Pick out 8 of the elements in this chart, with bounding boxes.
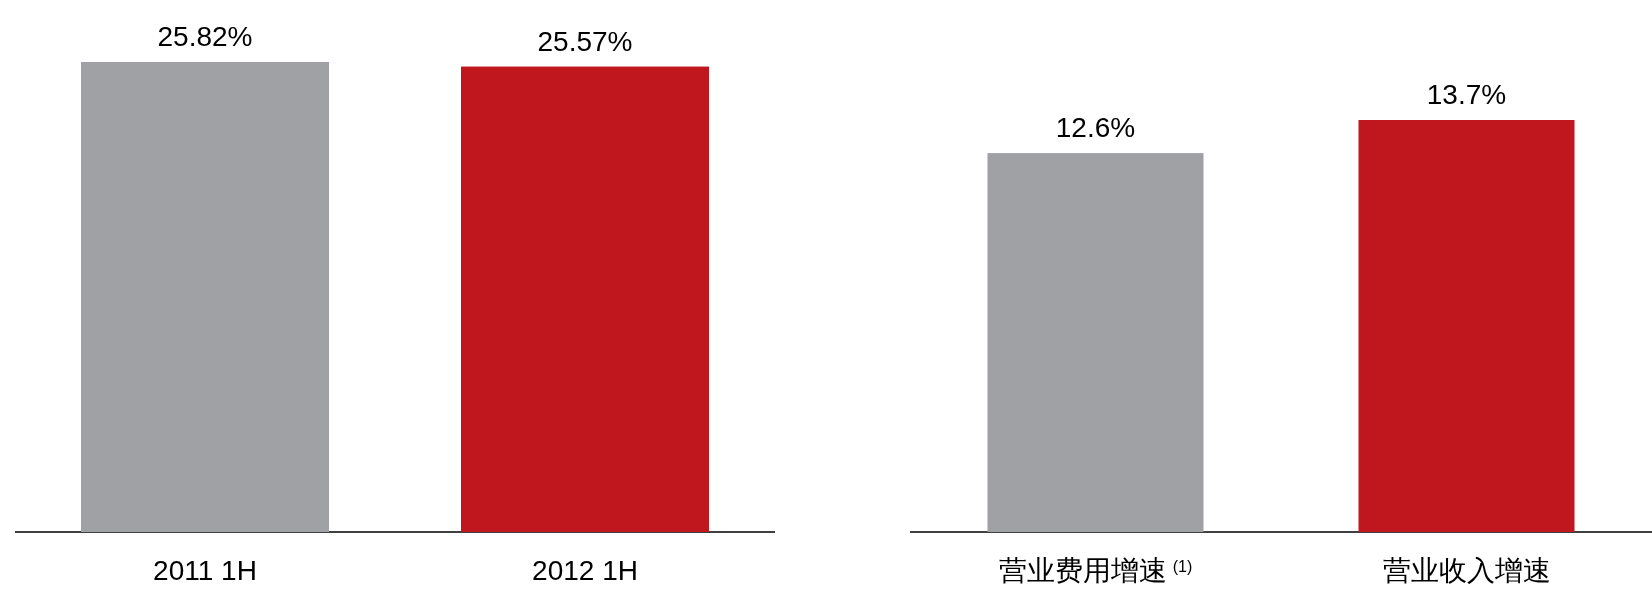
data-label: 12.6% bbox=[1055, 112, 1136, 144]
x-tick-label: 营业收入增速 bbox=[1382, 555, 1551, 586]
x-tick-label: 2011 1H bbox=[153, 555, 257, 586]
data-label: 25.82% bbox=[157, 21, 253, 52]
data-label: 13.7% bbox=[1426, 79, 1507, 110]
x-tick-label: 营业费用增速$^{(1)}$ bbox=[998, 555, 1193, 586]
x-tick-label: 2012 1H bbox=[532, 555, 638, 586]
data-label: 25.57% bbox=[537, 25, 633, 57]
